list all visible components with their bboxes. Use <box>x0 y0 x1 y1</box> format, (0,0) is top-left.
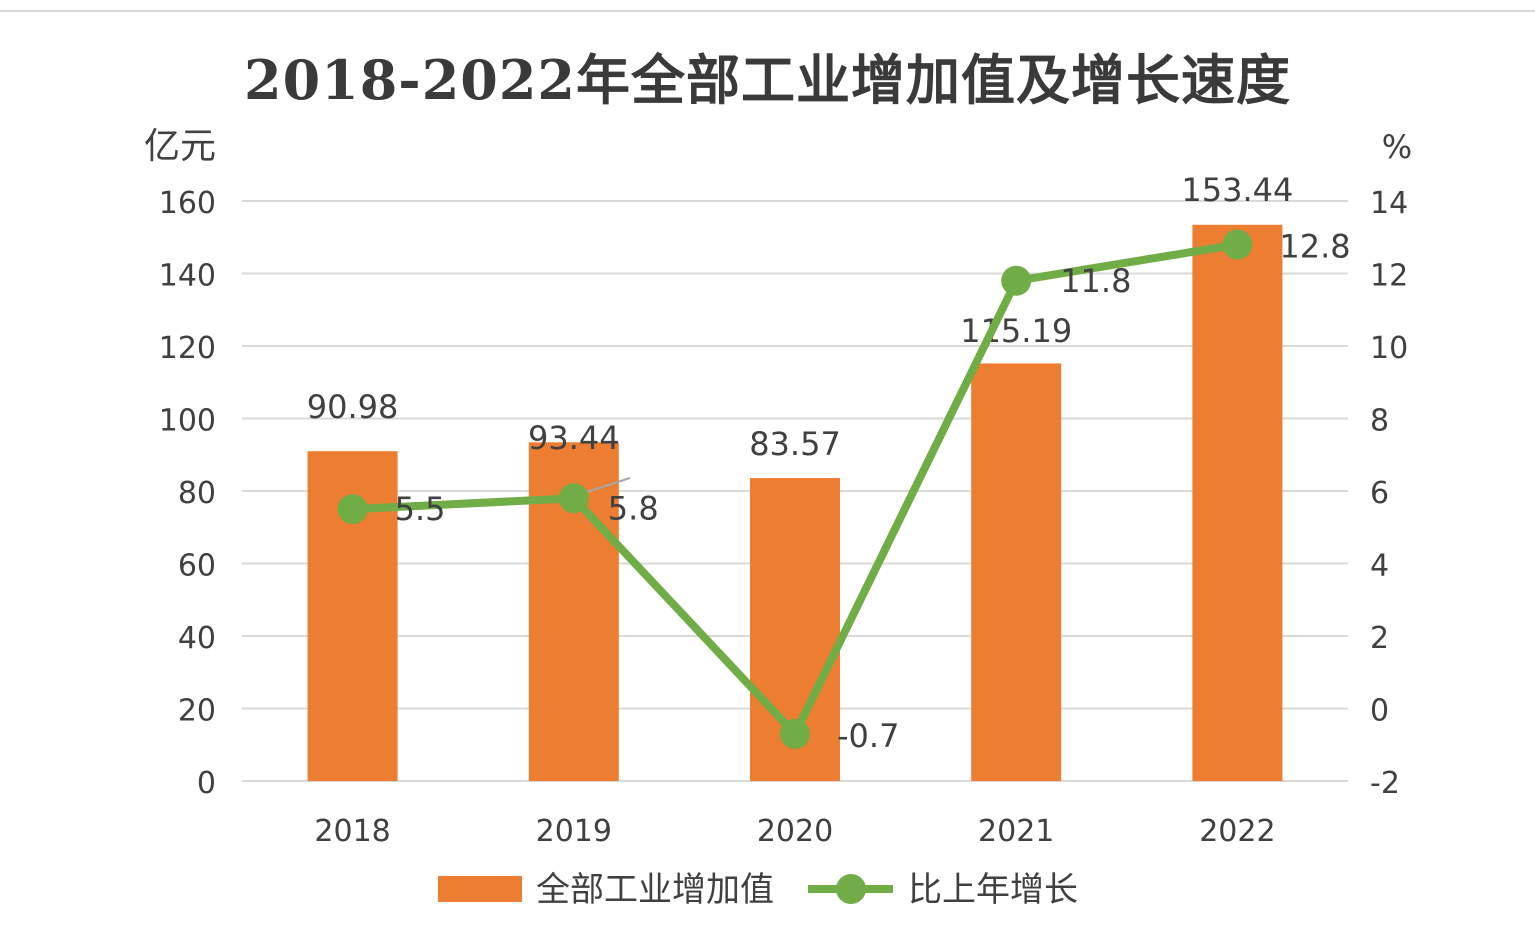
legend-label-line: 比上年增长 <box>908 870 1078 910</box>
point-2018 <box>337 494 368 525</box>
left-tick-label: 60 <box>178 549 216 584</box>
bar-data-label: 153.44 <box>1181 171 1293 209</box>
right-tick-label: 0 <box>1370 694 1389 729</box>
point-2020 <box>780 718 810 749</box>
line-data-label: 12.8 <box>1279 228 1350 266</box>
right-tick-label: 6 <box>1370 476 1389 511</box>
bar-data-label: 90.98 <box>307 388 399 426</box>
left-tick-label: 20 <box>178 694 216 729</box>
bar-data-label: 83.57 <box>749 425 841 463</box>
right-tick-label: 12 <box>1370 259 1408 294</box>
legend-swatch-bar <box>438 876 522 902</box>
point-2019 <box>558 483 589 514</box>
left-tick-label: 120 <box>159 331 216 366</box>
x-tick-label: 2022 <box>1199 814 1275 849</box>
x-tick-label: 2020 <box>757 814 833 849</box>
legend-swatch-marker <box>836 874 866 904</box>
right-tick-label: 8 <box>1370 404 1389 439</box>
x-tick-label: 2021 <box>978 814 1054 849</box>
point-2022 <box>1222 229 1253 260</box>
x-tick-label: 2019 <box>536 814 612 849</box>
line-data-label: 5.5 <box>395 490 446 528</box>
x-tick-label: 2018 <box>314 814 390 849</box>
left-tick-label: 0 <box>197 766 216 801</box>
legend-label-bar: 全部工业增加值 <box>536 870 774 910</box>
left-axis-unit: 亿元 <box>144 126 216 167</box>
left-tick-label: 100 <box>159 404 216 439</box>
line-data-label: 5.8 <box>608 489 659 527</box>
line-data-label: -0.7 <box>837 717 899 755</box>
top-divider <box>0 10 1535 12</box>
right-tick-label: 2 <box>1370 621 1389 656</box>
right-tick-label: 14 <box>1370 186 1408 221</box>
right-tick-label: 10 <box>1370 331 1408 366</box>
line-data-label: 11.8 <box>1060 262 1131 300</box>
right-axis-unit: % <box>1382 128 1412 166</box>
chart-title: 2018-2022年全部工业增加值及增长速度 <box>244 48 1291 112</box>
bar-data-label: 93.44 <box>528 419 620 457</box>
left-tick-label: 80 <box>178 476 216 511</box>
bar-2021 <box>971 363 1062 781</box>
right-tick-label: 4 <box>1370 549 1389 584</box>
left-tick-label: 140 <box>159 259 216 294</box>
point-2021 <box>1001 265 1032 296</box>
bar-2022 <box>1192 224 1283 781</box>
bar-data-label: 115.19 <box>960 312 1072 350</box>
right-tick-label: -2 <box>1370 766 1400 801</box>
left-tick-label: 40 <box>178 621 216 656</box>
left-tick-label: 160 <box>159 186 216 221</box>
